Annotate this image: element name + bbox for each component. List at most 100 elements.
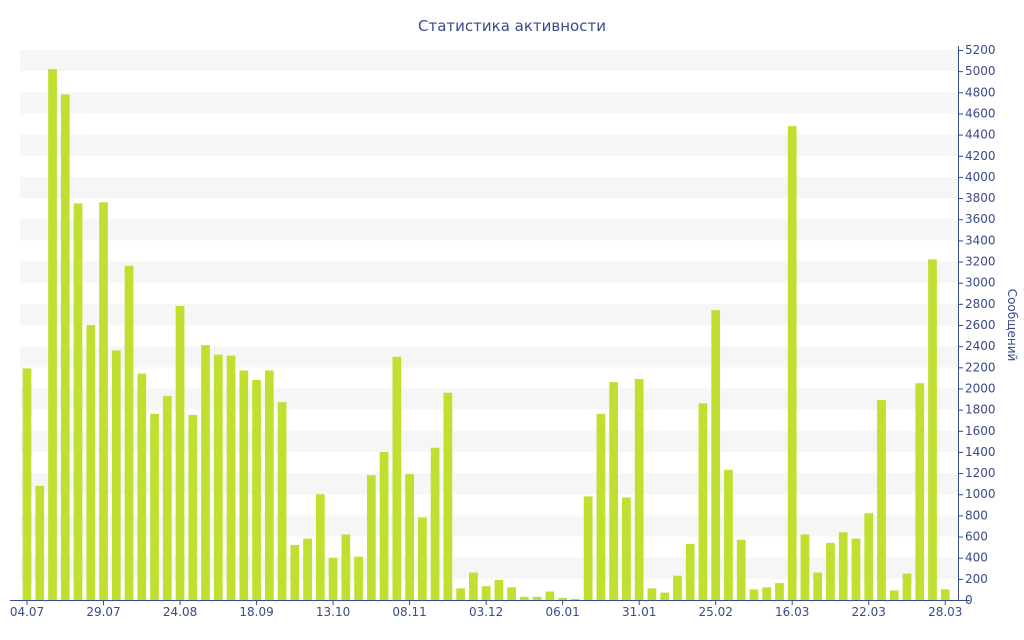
bars-group	[22, 69, 950, 601]
x-tick-label: 18.09	[239, 605, 273, 619]
bar	[150, 413, 159, 600]
grid-band	[20, 50, 958, 72]
bar	[341, 534, 351, 600]
y-tick-label: 1800	[965, 403, 996, 417]
y-tick-label: 2200	[965, 360, 996, 374]
bar	[532, 596, 542, 600]
bar	[877, 400, 886, 600]
bar	[277, 402, 287, 600]
bar	[698, 403, 708, 600]
bar	[928, 259, 937, 600]
bar	[724, 469, 733, 600]
bar	[634, 378, 644, 600]
grid-band	[20, 515, 958, 537]
grid-band	[20, 303, 958, 325]
grid-band	[20, 346, 958, 368]
bar	[60, 94, 70, 601]
bar	[22, 368, 32, 600]
bar	[137, 373, 147, 600]
bar	[35, 485, 45, 600]
bar	[838, 532, 848, 600]
bar	[99, 202, 108, 600]
grid-band	[20, 219, 958, 241]
y-tick-label: 2800	[965, 297, 996, 311]
bar	[609, 382, 619, 600]
x-tick-label: 31.01	[622, 605, 656, 619]
bar	[86, 325, 96, 600]
y-tick-label: 3400	[965, 233, 996, 247]
bar	[354, 556, 363, 600]
bar	[48, 69, 57, 601]
bar	[494, 579, 504, 600]
x-tick-label: 29.07	[86, 605, 120, 619]
y-tick-label: 1000	[965, 487, 996, 501]
x-tick-label: 28.03	[928, 605, 962, 619]
bar	[622, 497, 631, 600]
bar	[583, 496, 593, 600]
bar	[315, 494, 325, 600]
y-tick-label: 3600	[965, 212, 996, 226]
grid-band	[20, 92, 958, 114]
y-tick-label: 2000	[965, 381, 996, 395]
bar	[379, 451, 389, 600]
y-tick-label: 400	[965, 551, 988, 565]
bar	[940, 589, 950, 600]
bar	[226, 355, 236, 600]
y-tick-label: 1600	[965, 424, 996, 438]
bar	[673, 575, 682, 600]
grid-band	[20, 430, 958, 452]
bar	[915, 383, 925, 600]
y-tick-label: 3800	[965, 191, 996, 205]
bar	[571, 598, 580, 600]
y-tick-label: 4400	[965, 128, 996, 142]
bar	[290, 545, 300, 600]
bar	[826, 542, 835, 600]
grid-band	[20, 134, 958, 156]
bar	[520, 596, 529, 600]
bar	[685, 543, 695, 600]
bar	[736, 539, 746, 600]
bar	[469, 572, 478, 600]
x-tick-label: 13.10	[316, 605, 350, 619]
y-tick-label: 200	[965, 572, 988, 586]
bar	[889, 590, 899, 600]
y-tick-label: 1400	[965, 445, 996, 459]
y-tick-label: 0	[965, 593, 973, 607]
y-tick-label: 800	[965, 508, 988, 522]
bar	[264, 370, 274, 600]
bar	[303, 538, 312, 600]
y-tick-label: 1200	[965, 466, 996, 480]
y-tick-label: 3000	[965, 276, 996, 290]
bar	[124, 265, 134, 600]
bar	[864, 513, 874, 600]
y-tick-label: 4200	[965, 149, 996, 163]
bar	[851, 538, 861, 600]
bar	[175, 305, 185, 600]
x-tick-label: 22.03	[852, 605, 886, 619]
bar	[213, 354, 223, 600]
bar	[252, 380, 261, 600]
grid-band	[20, 261, 958, 283]
x-tick-label: 04.07	[10, 605, 44, 619]
bar	[775, 583, 784, 600]
bar	[201, 345, 210, 600]
x-tick-labels: 04.07 29.07 24.08 18.09 13.10 08.11 03.12 06.01…	[10, 605, 963, 619]
bar	[558, 597, 568, 600]
bar	[647, 588, 657, 600]
bar	[443, 392, 453, 600]
bar	[73, 203, 83, 600]
bar	[711, 310, 721, 600]
bar	[162, 395, 172, 600]
y-tick-label: 4000	[965, 170, 996, 184]
bar	[392, 356, 402, 600]
bar	[749, 589, 759, 600]
bar	[787, 126, 797, 601]
y-tick-label: 5000	[965, 64, 996, 78]
bar	[239, 370, 249, 600]
x-tick-label: 06.01	[545, 605, 579, 619]
y-tick-label: 600	[965, 530, 988, 544]
bar	[545, 591, 555, 600]
axes-group	[10, 46, 970, 605]
bar	[456, 588, 465, 600]
